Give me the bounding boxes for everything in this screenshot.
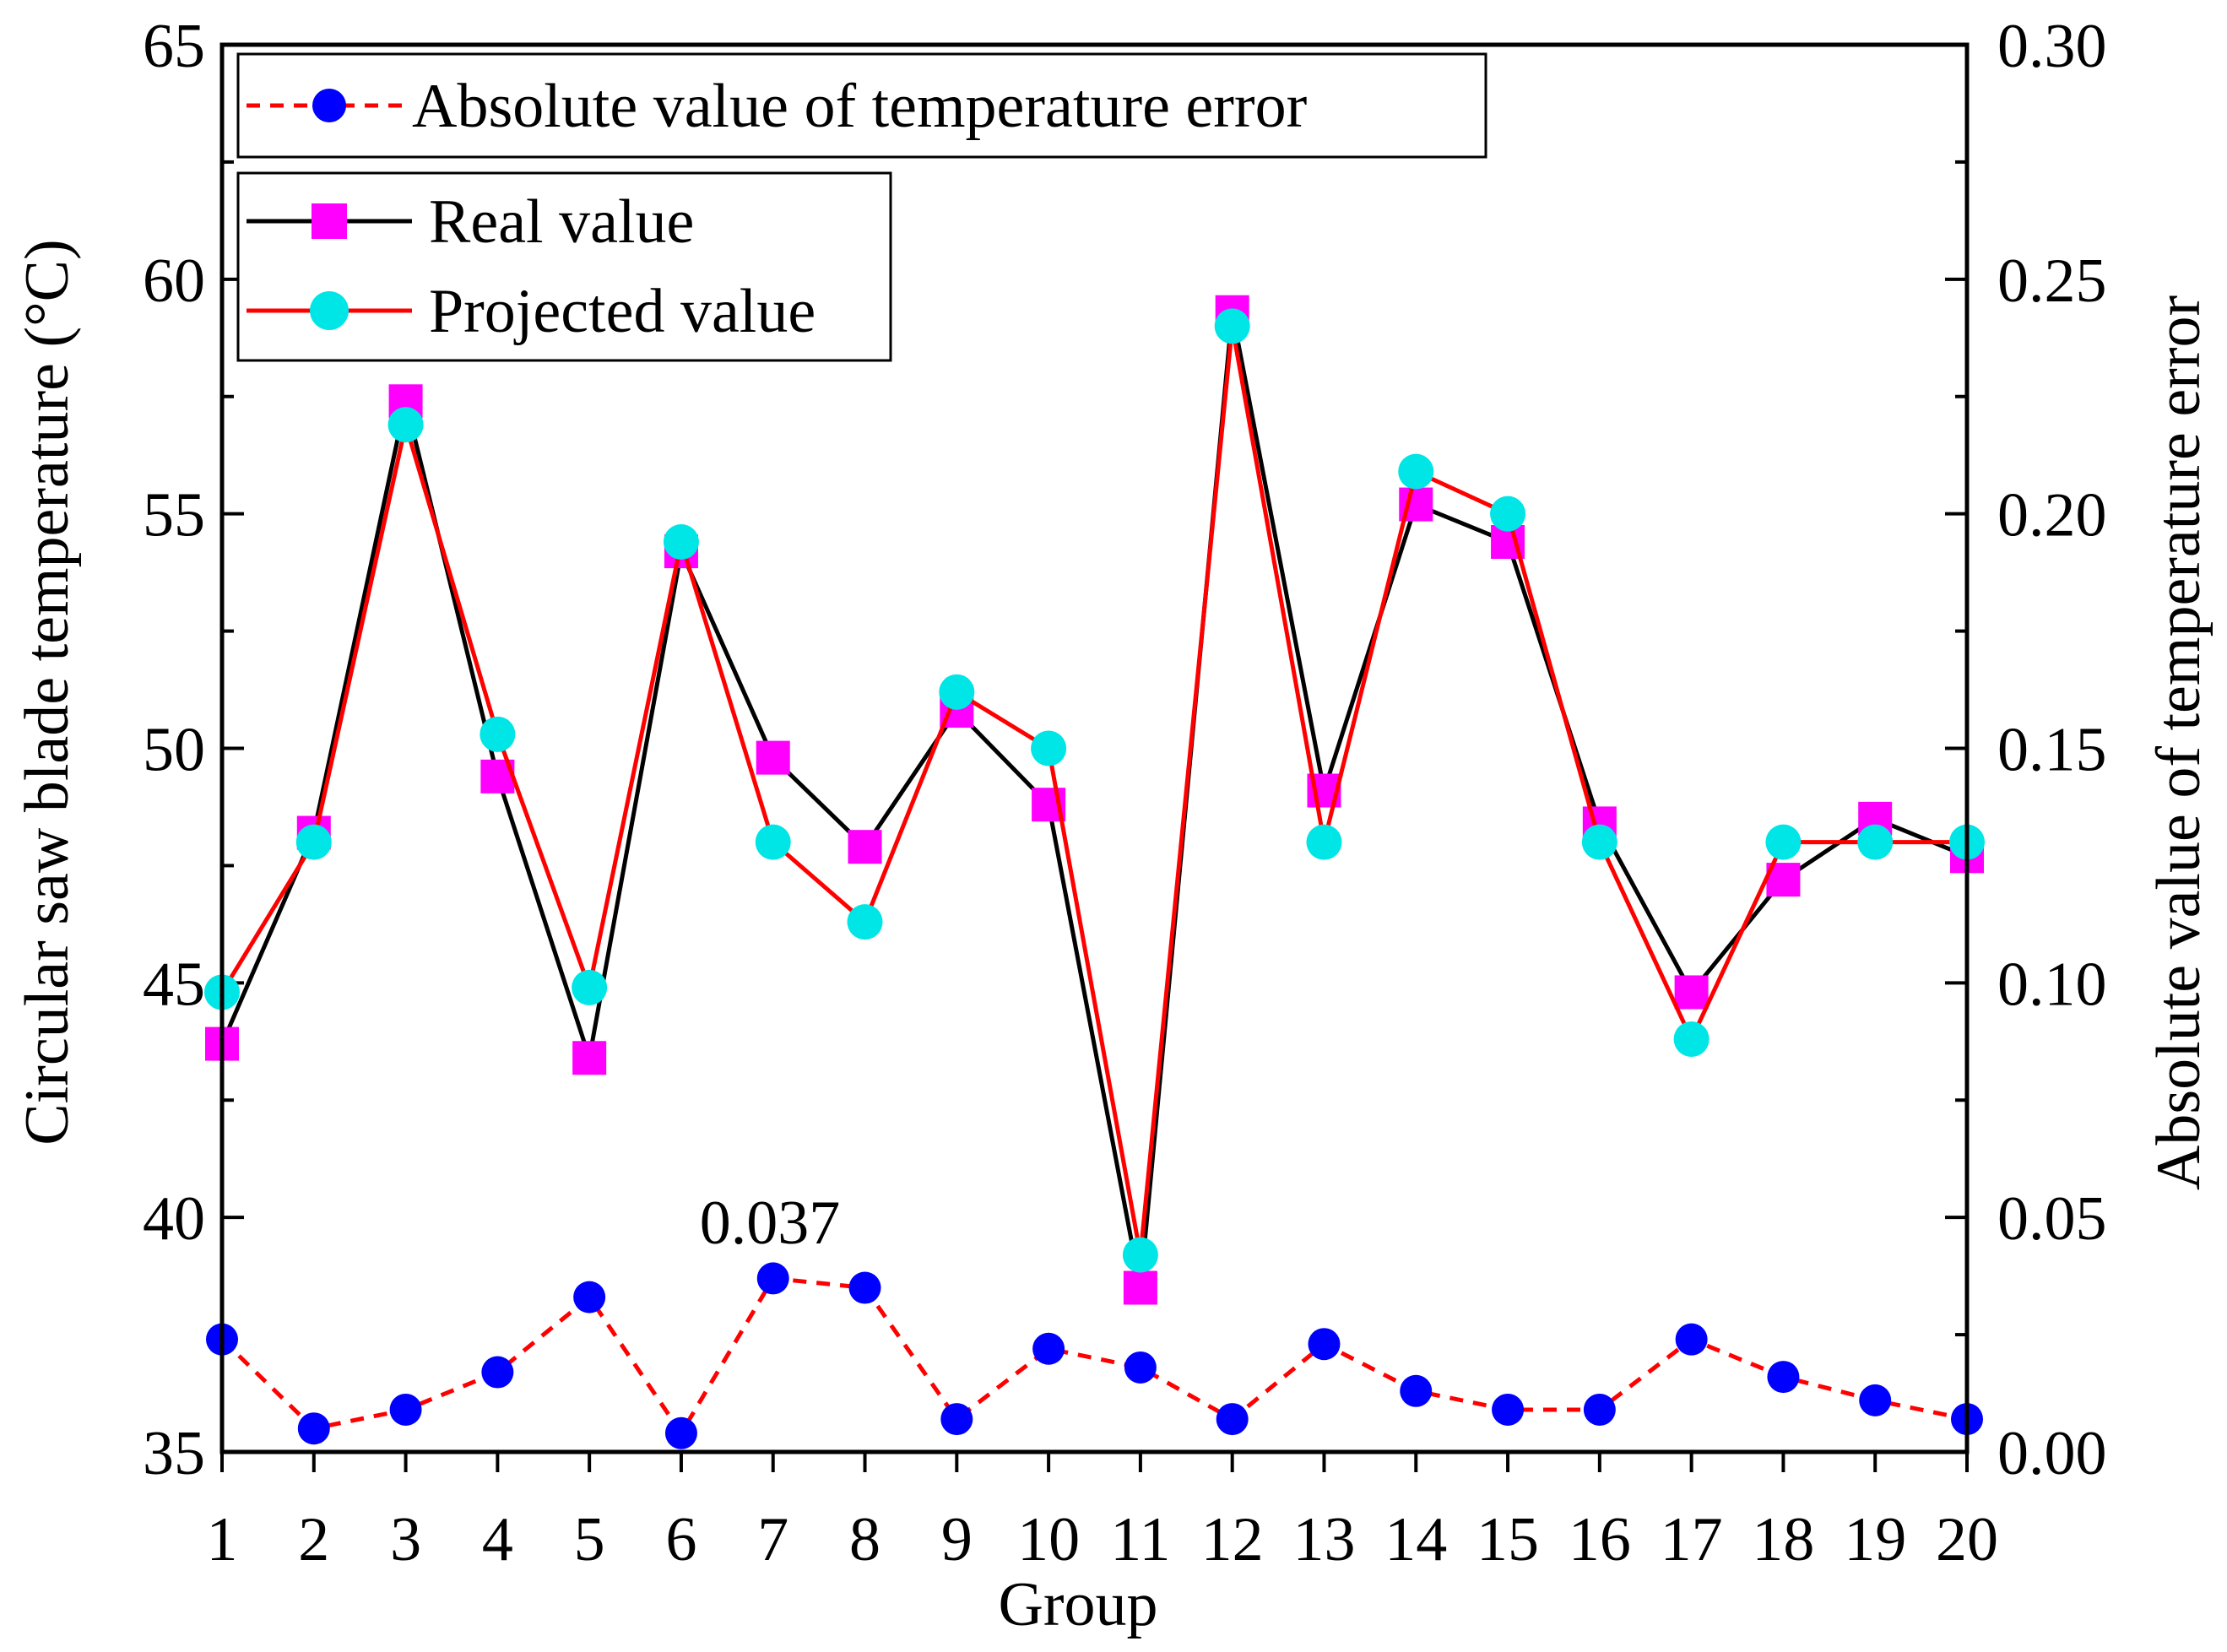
data-point bbox=[1674, 975, 1709, 1010]
data-point bbox=[1032, 1332, 1065, 1365]
data-point bbox=[1765, 824, 1802, 860]
data-point bbox=[1673, 1021, 1710, 1058]
right-tick-label: 0.10 bbox=[1997, 950, 2107, 1019]
x-tick-label: 19 bbox=[1844, 1505, 1906, 1574]
data-point bbox=[1214, 308, 1250, 344]
data-point bbox=[1308, 1328, 1341, 1361]
x-tick-label: 1 bbox=[207, 1505, 238, 1574]
legend-real-label: Real value bbox=[429, 187, 694, 257]
plot-frame bbox=[219, 42, 1970, 1454]
x-tick-label: 20 bbox=[1936, 1505, 1998, 1574]
legend-main: Real value Projected value bbox=[236, 171, 892, 362]
right-tick-label: 0.30 bbox=[1997, 12, 2107, 81]
series-line bbox=[220, 1276, 1968, 1438]
data-point bbox=[848, 830, 882, 864]
legend-error: Absolute value of temperature error bbox=[236, 52, 1487, 159]
x-tick-label: 4 bbox=[482, 1505, 513, 1574]
data-point bbox=[1400, 1374, 1433, 1407]
data-point bbox=[663, 524, 699, 561]
data-point bbox=[1767, 1361, 1800, 1394]
x-tick-label: 12 bbox=[1201, 1505, 1264, 1574]
series-line bbox=[219, 311, 1968, 1288]
legend-error-frame bbox=[236, 52, 1487, 159]
left-axis-title: Circular saw blade temperature (°C) bbox=[13, 239, 82, 1145]
data-point bbox=[573, 1281, 606, 1313]
x-tick-label: 9 bbox=[941, 1505, 973, 1574]
data-point bbox=[848, 1271, 881, 1304]
data-point bbox=[940, 1403, 973, 1436]
x-tick-label: 15 bbox=[1477, 1505, 1539, 1574]
legend-real-marker bbox=[312, 203, 347, 239]
left-tick-label: 35 bbox=[143, 1419, 205, 1488]
data-point bbox=[572, 969, 608, 1005]
data-point bbox=[481, 1356, 514, 1389]
x-tick-label: 5 bbox=[574, 1505, 605, 1574]
data-point bbox=[295, 824, 332, 860]
series-layer bbox=[204, 295, 1985, 1449]
data-point bbox=[1581, 824, 1617, 860]
data-point bbox=[847, 904, 883, 940]
data-point bbox=[1031, 730, 1067, 766]
data-point bbox=[1216, 1403, 1249, 1436]
x-tick-label: 17 bbox=[1661, 1505, 1723, 1574]
series-line bbox=[219, 325, 1967, 1256]
data-point bbox=[1123, 1270, 1157, 1305]
x-tick-label: 13 bbox=[1292, 1505, 1355, 1574]
x-tick-label: 6 bbox=[665, 1505, 696, 1574]
data-point bbox=[389, 1393, 422, 1426]
x-tick-label: 16 bbox=[1569, 1505, 1631, 1574]
data-point bbox=[664, 1416, 697, 1449]
x-tick-label: 18 bbox=[1752, 1505, 1814, 1574]
x-tick-label: 3 bbox=[390, 1505, 421, 1574]
data-point bbox=[297, 1412, 330, 1445]
data-point bbox=[1122, 1237, 1158, 1273]
legend-error-label: Absolute value of temperature error bbox=[412, 72, 1307, 141]
data-point bbox=[480, 716, 516, 752]
left-axis-tick-labels: 35 40 45 50 55 60 65 bbox=[143, 12, 205, 1488]
series-1 bbox=[204, 308, 1985, 1273]
data-point bbox=[1124, 1351, 1157, 1384]
legend-projected-marker bbox=[310, 291, 349, 330]
legend-projected-label: Projected value bbox=[429, 277, 815, 346]
left-tick-label: 65 bbox=[143, 12, 205, 81]
data-point bbox=[756, 1262, 789, 1295]
right-tick-label: 0.05 bbox=[1997, 1184, 2107, 1254]
right-tick-label: 0.25 bbox=[1997, 246, 2107, 316]
right-tick-label: 0.20 bbox=[1997, 481, 2107, 550]
x-tick-label: 10 bbox=[1017, 1505, 1080, 1574]
data-point bbox=[1492, 1393, 1525, 1426]
data-point bbox=[1306, 824, 1342, 860]
x-tick-label: 14 bbox=[1384, 1505, 1447, 1574]
left-tick-label: 55 bbox=[143, 481, 205, 550]
left-tick-label: 50 bbox=[143, 716, 205, 785]
data-point bbox=[1857, 824, 1894, 860]
x-tick-label: 11 bbox=[1110, 1505, 1170, 1574]
left-tick-label: 40 bbox=[143, 1184, 205, 1254]
data-point bbox=[755, 824, 791, 860]
data-point bbox=[572, 1041, 607, 1075]
data-point bbox=[1675, 1323, 1708, 1356]
data-point bbox=[1859, 1384, 1892, 1416]
data-point bbox=[1490, 496, 1526, 532]
data-point bbox=[1398, 453, 1434, 490]
legend-error-marker bbox=[312, 89, 346, 122]
right-axis-title: Absolute value of temperature error bbox=[2144, 295, 2213, 1190]
x-axis-title: Group bbox=[998, 1570, 1157, 1639]
x-tick-label: 2 bbox=[298, 1505, 329, 1574]
x-tick-label: 7 bbox=[757, 1505, 788, 1574]
right-axis-tick-labels: 0.00 0.05 0.10 0.15 0.20 0.25 0.30 bbox=[1997, 12, 2107, 1488]
right-tick-label: 0.00 bbox=[1997, 1419, 2107, 1488]
data-point bbox=[1583, 1393, 1616, 1426]
data-point bbox=[939, 674, 975, 710]
left-tick-label: 60 bbox=[143, 246, 205, 316]
series-2 bbox=[206, 1262, 1983, 1449]
x-axis-tick-labels: 1 2 3 4 5 6 7 8 9 10 11 12 13 14 15 16 17 18 19 20 bbox=[207, 1505, 1999, 1574]
annotation-label: 0.037 bbox=[700, 1189, 841, 1258]
data-point bbox=[387, 407, 424, 443]
data-point bbox=[756, 740, 790, 775]
right-tick-label: 0.15 bbox=[1997, 716, 2107, 785]
x-tick-label: 8 bbox=[849, 1505, 881, 1574]
left-tick-label: 45 bbox=[143, 950, 205, 1019]
